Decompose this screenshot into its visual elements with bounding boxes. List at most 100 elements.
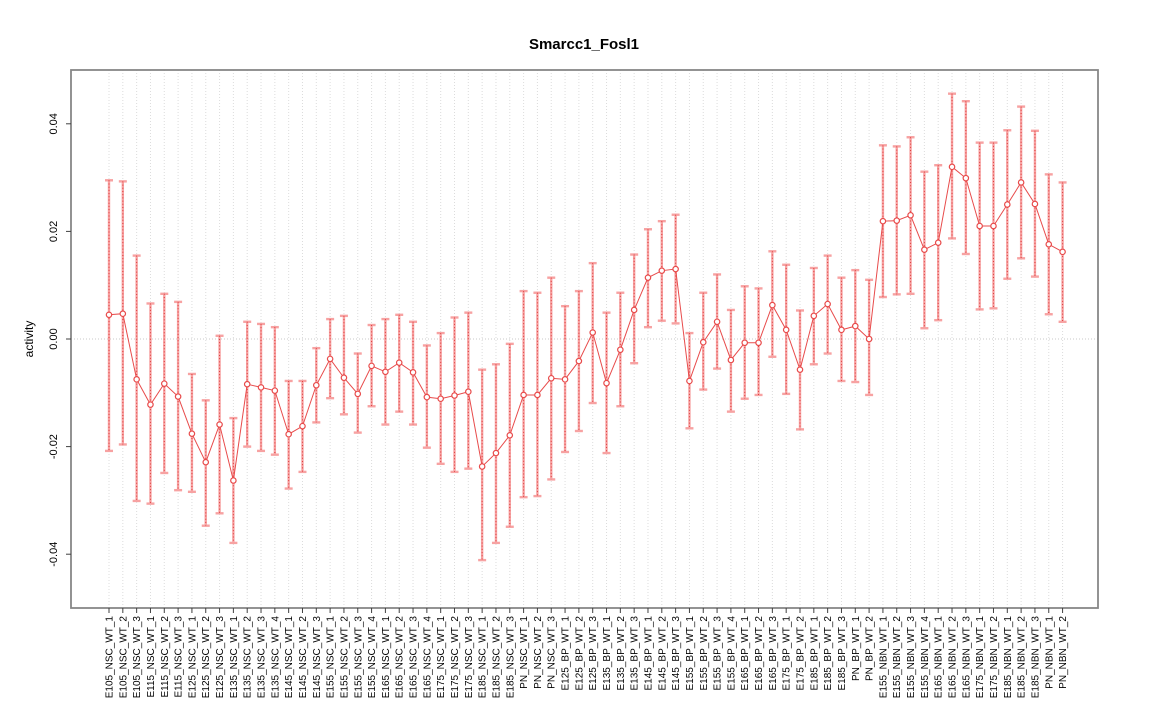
x-tick-label: E175_NSC_WT_1: [436, 616, 447, 699]
x-tick-label: E105_NSC_WT_1: [105, 616, 116, 699]
x-tick-label: E135_NSC_WT_3: [257, 616, 268, 699]
y-tick-label: -0.02: [48, 434, 60, 459]
x-tick-label: PN_NSC_WT_1: [519, 616, 530, 689]
x-tick-label: E165_NBN_WT_3: [961, 616, 972, 699]
data-point-PN_BP_WT_2: [865, 335, 873, 343]
x-tick-label: E155_BP_WT_4: [726, 616, 737, 691]
data-point-E155_NBN_WT_1: [879, 217, 887, 225]
data-point-E135_NSC_WT_4: [271, 387, 279, 394]
data-point-E155_NSC_WT_1: [326, 355, 334, 363]
data-point-E175_NSC_WT_3: [465, 388, 472, 396]
x-tick-label: E115_NSC_WT_1: [146, 616, 157, 698]
x-tick-label: E125_BP_WT_3: [588, 616, 599, 691]
data-point-E125_NSC_WT_3: [216, 421, 223, 428]
data-point-E175_NBN_WT_1: [976, 222, 983, 230]
x-tick-label: E185_NBN_WT_1: [1003, 616, 1014, 699]
data-point-E185_NSC_WT_1: [478, 463, 486, 470]
data-point-E165_NBN_WT_3: [962, 174, 970, 182]
x-tick-label: E165_NSC_WT_2: [395, 616, 406, 699]
data-point-E165_NSC_WT_3: [409, 369, 417, 376]
x-tick-label: E135_BP_WT_3: [630, 616, 641, 691]
data-point-E135_NSC_WT_1: [230, 477, 237, 484]
data-point-E155_BP_WT_3: [713, 318, 721, 326]
x-tick-label: E145_BP_WT_1: [643, 616, 654, 691]
data-point-E115_NSC_WT_2: [160, 380, 168, 387]
errorbar-E155_NSC_WT_2: [339, 314, 348, 416]
x-tick-label: E175_NBN_WT_1: [975, 616, 986, 699]
data-point-E185_BP_WT_1: [810, 312, 818, 320]
data-point-E125_NSC_WT_1: [188, 430, 196, 437]
y-axis-title: activity: [22, 321, 36, 358]
data-point-E105_NSC_WT_2: [119, 310, 127, 318]
data-point-E175_BP_WT_2: [796, 366, 804, 373]
x-tick-label: E115_NSC_WT_3: [174, 616, 185, 698]
x-tick-label: E175_NSC_WT_3: [464, 616, 475, 699]
data-point-E135_BP_WT_3: [630, 306, 638, 314]
data-point-E135_NSC_WT_2: [243, 380, 251, 388]
data-point-PN_NSC_WT_1: [520, 391, 527, 399]
data-point-E155_BP_WT_1: [686, 377, 693, 385]
x-tick-label: E135_BP_WT_2: [616, 616, 627, 691]
data-point-E185_BP_WT_3: [838, 326, 845, 334]
x-axis: E105_NSC_WT_1 E105_NSC_WT_2 E105_NSC_WT_3 E…: [105, 608, 1069, 699]
data-point-E155_NBN_WT_2: [893, 217, 901, 224]
x-tick-label: E165_NBN_WT_1: [934, 616, 945, 699]
x-tick-label: E135_NSC_WT_4: [270, 616, 281, 699]
plot-area: E105_NSC_WT_1 E105_NSC_WT_2 E105_NSC_WT_3 E…: [48, 69, 1099, 699]
x-tick-label: E105_NSC_WT_3: [132, 616, 143, 699]
x-tick-label: E155_NSC_WT_4: [367, 616, 378, 699]
data-point-E145_BP_WT_1: [644, 274, 652, 281]
y-tick-label: 0.02: [48, 221, 60, 242]
x-tick-label: E155_NBN_WT_3: [906, 616, 917, 699]
x-tick-label: E185_NBN_WT_3: [1030, 616, 1041, 699]
x-tick-label: E175_BP_WT_2: [796, 616, 807, 691]
x-tick-label: E185_NSC_WT_2: [491, 616, 502, 699]
x-tick-label: E145_BP_WT_2: [657, 616, 668, 691]
data-point-E125_NSC_WT_2: [202, 458, 210, 466]
data-point-E185_NBN_WT_3: [1031, 200, 1039, 208]
x-tick-label: E125_NSC_WT_2: [201, 616, 212, 699]
data-point-E165_NBN_WT_2: [948, 163, 956, 171]
data-point-E125_BP_WT_2: [575, 357, 583, 365]
data-point-E185_NSC_WT_3: [506, 432, 514, 439]
data-point-E175_NBN_WT_2: [990, 222, 997, 230]
x-tick-label: PN_NBN_WT_1: [1044, 616, 1055, 689]
x-tick-label: PN_NSC_WT_2: [533, 616, 544, 689]
data-point-E165_BP_WT_1: [741, 339, 749, 347]
data-point-E125_BP_WT_3: [589, 329, 597, 336]
x-tick-label: E155_NBN_WT_2: [892, 616, 903, 699]
x-tick-label: E165_NSC_WT_1: [381, 616, 392, 699]
x-tick-label: E155_NSC_WT_2: [339, 616, 350, 699]
data-point-E125_BP_WT_1: [561, 376, 569, 383]
x-tick-label: E135_NSC_WT_2: [243, 616, 254, 699]
data-point-E175_NSC_WT_1: [437, 395, 444, 403]
x-tick-label: E165_BP_WT_2: [754, 616, 765, 691]
data-point-PN_NBN_WT_2: [1059, 248, 1066, 256]
x-tick-label: E125_BP_WT_2: [574, 616, 585, 691]
x-tick-label: E165_NBN_WT_2: [948, 616, 959, 699]
data-point-E155_NSC_WT_3: [354, 390, 362, 398]
x-tick-label: E135_BP_WT_1: [602, 616, 613, 691]
data-point-E145_BP_WT_2: [658, 267, 666, 274]
x-tick-label: PN_BP_WT_1: [851, 616, 862, 681]
data-point-E135_BP_WT_1: [603, 379, 610, 387]
data-point-E155_NSC_WT_4: [368, 362, 375, 370]
x-tick-label: E165_BP_WT_3: [768, 616, 779, 691]
x-tick-label: E145_NSC_WT_2: [298, 616, 309, 699]
x-tick-label: E175_NBN_WT_2: [989, 616, 1000, 699]
data-point-E145_NSC_WT_3: [312, 381, 320, 389]
data-point-E115_NSC_WT_1: [147, 401, 154, 408]
y-tick-label: -0.04: [48, 542, 60, 567]
data-point-PN_NBN_WT_1: [1045, 241, 1053, 248]
x-tick-label: PN_NBN_WT_2: [1058, 616, 1069, 689]
x-tick-label: E185_BP_WT_3: [837, 616, 848, 691]
data-point-E155_BP_WT_2: [699, 338, 707, 346]
x-tick-label: E165_NSC_WT_4: [422, 616, 433, 699]
x-tick-label: E155_BP_WT_2: [699, 616, 710, 691]
x-tick-label: PN_NSC_WT_3: [547, 616, 558, 689]
x-tick-label: E135_NSC_WT_1: [229, 616, 240, 699]
data-point-E155_NBN_WT_3: [907, 211, 914, 219]
data-point-E165_NSC_WT_2: [395, 359, 403, 366]
y-tick-label: 0.04: [48, 113, 60, 134]
